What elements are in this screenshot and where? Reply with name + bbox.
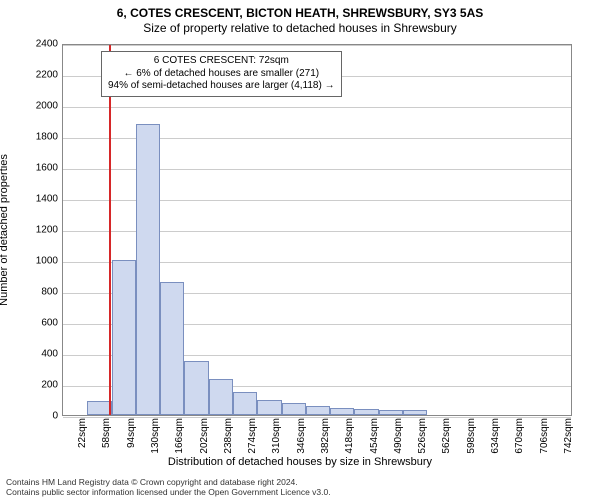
y-tick-label: 1600 <box>8 163 58 174</box>
x-axis-title: Distribution of detached houses by size … <box>0 456 600 468</box>
histogram-bar <box>184 361 208 415</box>
histogram-chart: 6 COTES CRESCENT: 72sqm ← 6% of detached… <box>62 44 572 416</box>
y-tick-label: 0 <box>8 411 58 422</box>
histogram-bar <box>403 410 427 415</box>
y-tick-label: 1000 <box>8 256 58 267</box>
y-tick-label: 2200 <box>8 70 58 81</box>
histogram-bar <box>282 403 306 415</box>
gridline <box>63 45 571 46</box>
y-tick-label: 600 <box>8 318 58 329</box>
y-tick-label: 1800 <box>8 132 58 143</box>
histogram-bar <box>257 400 281 416</box>
x-tick-label: 598sqm <box>466 418 477 454</box>
x-tick-label: 238sqm <box>223 418 234 454</box>
x-tick-label: 670sqm <box>514 418 525 454</box>
license-line: Contains public sector information licen… <box>6 488 331 498</box>
histogram-bar <box>209 379 233 415</box>
histogram-bar <box>160 282 184 415</box>
x-tick-label: 418sqm <box>344 418 355 454</box>
y-tick-label: 2400 <box>8 39 58 50</box>
x-tick-label: 310sqm <box>271 418 282 454</box>
y-tick-label: 800 <box>8 287 58 298</box>
y-tick-label: 200 <box>8 380 58 391</box>
histogram-bar <box>379 410 403 415</box>
x-tick-label: 454sqm <box>369 418 380 454</box>
x-tick-label: 166sqm <box>174 418 185 454</box>
license-text: Contains HM Land Registry data © Crown c… <box>6 478 331 498</box>
y-tick-label: 2000 <box>8 101 58 112</box>
marker-line <box>109 45 111 415</box>
x-tick-label: 490sqm <box>393 418 404 454</box>
y-tick-label: 1400 <box>8 194 58 205</box>
histogram-bar <box>233 392 257 415</box>
histogram-bar <box>354 409 378 415</box>
x-tick-label: 58sqm <box>101 418 112 448</box>
histogram-bar <box>306 406 330 415</box>
y-tick-label: 400 <box>8 349 58 360</box>
x-tick-label: 130sqm <box>150 418 161 454</box>
page-subtitle: Size of property relative to detached ho… <box>0 21 600 35</box>
x-tick-label: 94sqm <box>126 418 137 448</box>
page-title: 6, COTES CRESCENT, BICTON HEATH, SHREWSB… <box>0 6 600 20</box>
x-tick-label: 382sqm <box>320 418 331 454</box>
x-tick-label: 22sqm <box>77 418 88 448</box>
histogram-bar <box>330 408 354 415</box>
x-tick-label: 274sqm <box>247 418 258 454</box>
x-tick-label: 526sqm <box>417 418 428 454</box>
annotation-line: 6 COTES CRESCENT: 72sqm <box>108 55 335 68</box>
x-tick-label: 346sqm <box>296 418 307 454</box>
gridline <box>63 107 571 108</box>
histogram-bar <box>136 124 160 415</box>
x-tick-label: 742sqm <box>563 418 574 454</box>
x-tick-label: 634sqm <box>490 418 501 454</box>
y-tick-label: 1200 <box>8 225 58 236</box>
x-tick-label: 706sqm <box>539 418 550 454</box>
annotation-line: ← 6% of detached houses are smaller (271… <box>108 68 335 81</box>
histogram-bar <box>112 260 136 415</box>
annotation-box: 6 COTES CRESCENT: 72sqm ← 6% of detached… <box>101 51 342 97</box>
x-tick-label: 202sqm <box>199 418 210 454</box>
annotation-line: 94% of semi-detached houses are larger (… <box>108 80 335 93</box>
x-tick-label: 562sqm <box>441 418 452 454</box>
